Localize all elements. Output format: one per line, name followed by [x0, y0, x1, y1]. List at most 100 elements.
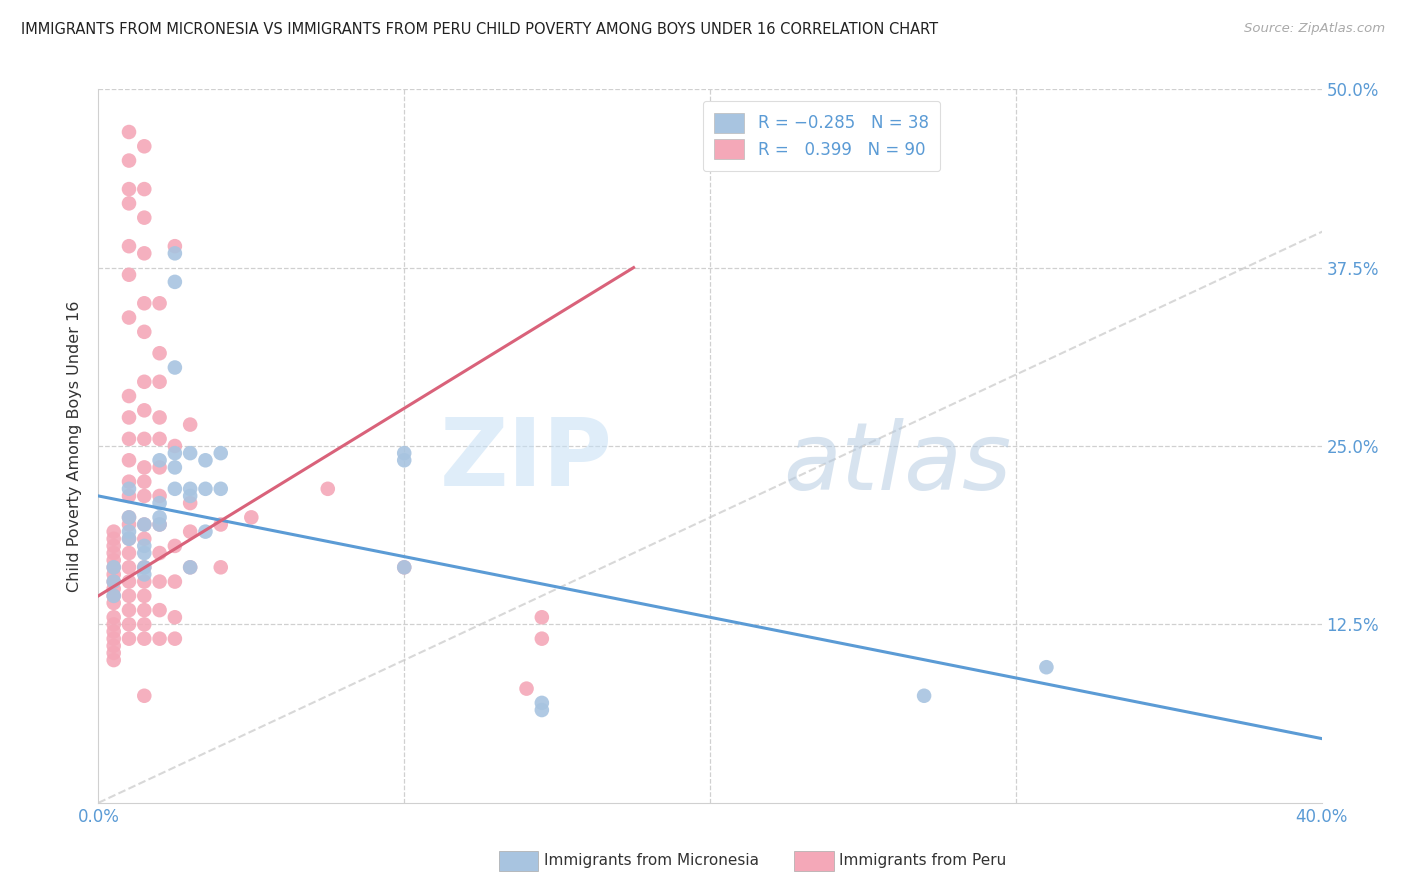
Point: [163, 246, 186, 260]
Point: [134, 574, 156, 589]
Point: [118, 524, 141, 539]
Point: [163, 482, 186, 496]
Point: [103, 524, 125, 539]
Point: [179, 482, 201, 496]
Point: [118, 489, 141, 503]
Point: [118, 389, 141, 403]
Point: [118, 546, 141, 560]
Point: [163, 632, 186, 646]
Point: [103, 589, 125, 603]
Point: [118, 310, 141, 325]
Y-axis label: Child Poverty Among Boys Under 16: Child Poverty Among Boys Under 16: [67, 301, 83, 591]
Point: [392, 446, 416, 460]
Point: [179, 524, 201, 539]
Point: [209, 560, 232, 574]
Point: [149, 632, 172, 646]
Point: [134, 475, 156, 489]
Point: [103, 539, 125, 553]
Point: [163, 275, 186, 289]
Point: [149, 546, 172, 560]
Point: [134, 139, 156, 153]
Point: [134, 632, 156, 646]
Point: [103, 560, 125, 574]
Point: [209, 446, 232, 460]
Point: [134, 546, 156, 560]
Point: [163, 239, 186, 253]
Point: [1035, 660, 1057, 674]
Text: Source: ZipAtlas.com: Source: ZipAtlas.com: [1244, 22, 1385, 36]
Point: [118, 560, 141, 574]
Point: [134, 532, 156, 546]
Point: [103, 610, 125, 624]
Point: [118, 268, 141, 282]
Point: [149, 574, 172, 589]
Point: [179, 417, 201, 432]
Point: [134, 603, 156, 617]
Point: [209, 517, 232, 532]
Point: [392, 560, 416, 574]
Point: [194, 524, 217, 539]
Point: [134, 403, 156, 417]
Point: [103, 632, 125, 646]
Point: [103, 560, 125, 574]
Point: [179, 496, 201, 510]
Point: [118, 196, 141, 211]
Point: [134, 460, 156, 475]
Point: [240, 510, 263, 524]
Point: [118, 532, 141, 546]
Point: [134, 432, 156, 446]
Point: [103, 546, 125, 560]
Point: [103, 582, 125, 596]
Point: [149, 460, 172, 475]
Point: [134, 517, 156, 532]
Point: [163, 360, 186, 375]
Text: Immigrants from Micronesia: Immigrants from Micronesia: [544, 854, 759, 868]
Point: [134, 560, 156, 574]
Point: [103, 653, 125, 667]
Point: [163, 439, 186, 453]
Point: [103, 567, 125, 582]
Point: [103, 617, 125, 632]
Point: [118, 517, 141, 532]
Point: [118, 239, 141, 253]
Point: [530, 632, 553, 646]
Point: [118, 574, 141, 589]
Point: [118, 475, 141, 489]
Point: [912, 689, 935, 703]
Point: [194, 453, 217, 467]
Point: [149, 496, 172, 510]
Point: [118, 532, 141, 546]
Point: [134, 246, 156, 260]
Point: [118, 453, 141, 467]
Point: [118, 432, 141, 446]
Text: ZIP: ZIP: [439, 414, 612, 507]
Point: [163, 460, 186, 475]
Point: [163, 610, 186, 624]
Point: [149, 375, 172, 389]
Point: [516, 681, 538, 696]
Point: [118, 482, 141, 496]
Point: [149, 489, 172, 503]
Point: [163, 539, 186, 553]
Point: [118, 510, 141, 524]
Point: [194, 482, 217, 496]
Point: [179, 560, 201, 574]
Point: [118, 603, 141, 617]
Point: [118, 510, 141, 524]
Point: [103, 574, 125, 589]
Point: [134, 375, 156, 389]
Point: [149, 432, 172, 446]
Point: [316, 482, 339, 496]
Point: [134, 539, 156, 553]
Point: [118, 589, 141, 603]
Point: [134, 325, 156, 339]
Point: [118, 617, 141, 632]
Text: Immigrants from Peru: Immigrants from Peru: [839, 854, 1007, 868]
Point: [134, 517, 156, 532]
Point: [134, 296, 156, 310]
Point: [179, 489, 201, 503]
Point: [134, 489, 156, 503]
Point: [134, 567, 156, 582]
Text: atlas: atlas: [783, 418, 1012, 509]
Point: [118, 153, 141, 168]
